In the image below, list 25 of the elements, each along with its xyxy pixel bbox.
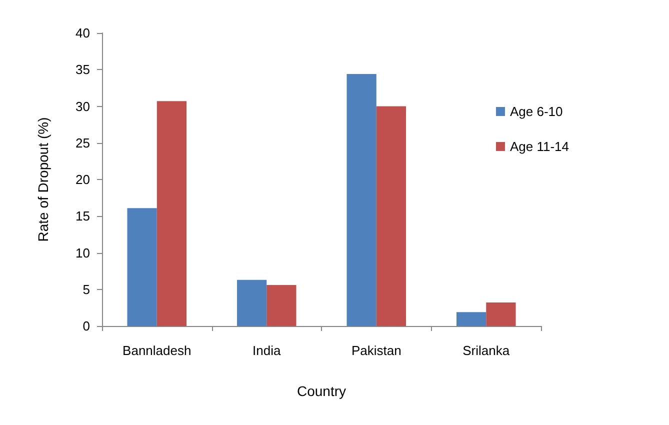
y-axis-title: Rate of Dropout (%) (35, 117, 51, 242)
legend-label: Age 11-14 (510, 139, 570, 154)
y-tick-label: 40 (76, 26, 90, 40)
x-tick-label: Pakistan (351, 343, 402, 358)
y-tick-label: 10 (76, 245, 90, 260)
bar (156, 101, 187, 326)
bar (486, 302, 516, 326)
x-tick-label: Bannladesh (122, 343, 192, 358)
y-tick-label: 0 (82, 318, 90, 334)
y-tick-label: 35 (76, 62, 90, 78)
bar (236, 280, 267, 326)
legend-label: Age 6-10 (510, 104, 563, 119)
bar (376, 106, 406, 326)
x-axis-title: Country (296, 383, 346, 399)
bar (266, 284, 296, 326)
x-tick-label: Srilanka (462, 343, 510, 358)
y-tick-label: 25 (76, 135, 90, 150)
y-tick-label: 30 (76, 98, 90, 114)
y-tick-label: 20 (76, 172, 90, 187)
bar (346, 74, 376, 326)
y-tick-label: 5 (82, 282, 90, 297)
y-tick-label: 15 (76, 208, 90, 224)
bar (456, 312, 486, 326)
bar (127, 208, 157, 326)
x-tick-label: India (252, 343, 282, 358)
